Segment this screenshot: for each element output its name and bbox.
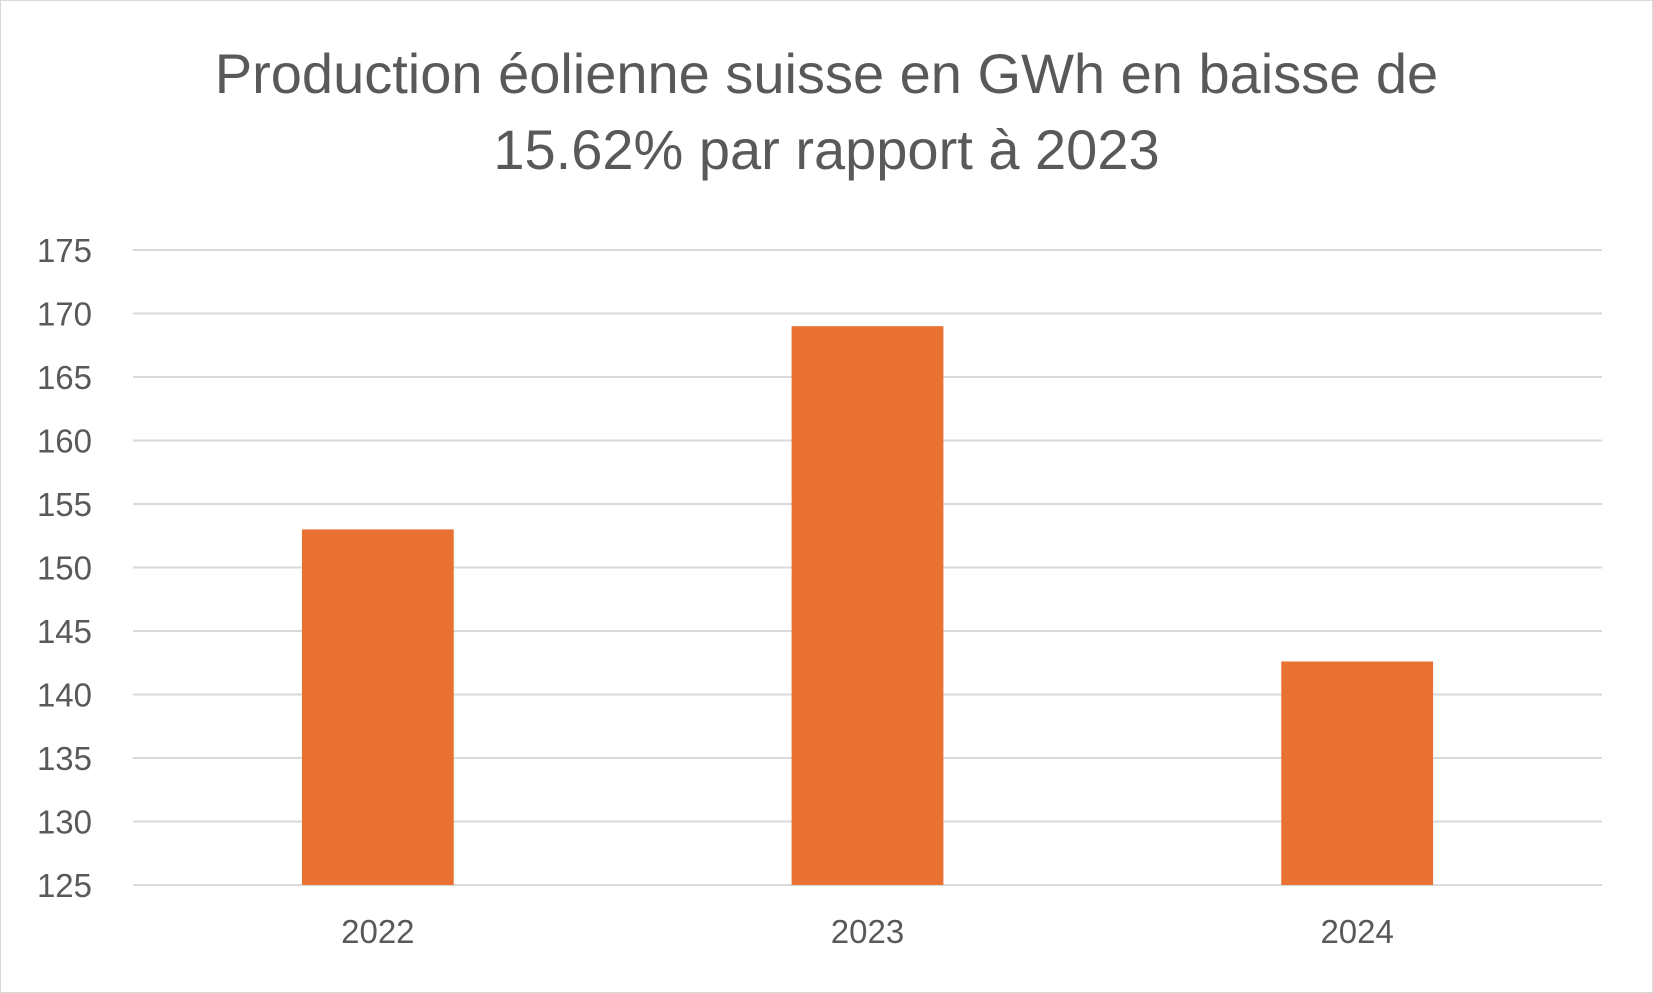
chart-title-line-2: 15.62% par rapport à 2023 (493, 118, 1160, 181)
y-tick-label-135: 135 (37, 740, 92, 777)
chart-title: Production éolienne suisse en GWh en bai… (0, 36, 1653, 188)
y-tick-label-160: 160 (37, 423, 92, 460)
y-tick-label-150: 150 (37, 550, 92, 587)
y-tick-label-140: 140 (37, 677, 92, 714)
y-tick-label-125: 125 (37, 867, 92, 904)
bars (301, 326, 1434, 885)
y-tick-label-165: 165 (37, 359, 92, 396)
x-tick-label-2022: 2022 (341, 913, 414, 950)
x-tick-label-2023: 2023 (831, 913, 904, 950)
bar-2022 (301, 529, 454, 885)
y-axis-tick-labels: 125 130 135 140 145 150 155 160 165 170 175 (37, 232, 92, 904)
y-tick-label-130: 130 (37, 804, 92, 841)
chart-title-line-1: Production éolienne suisse en GWh en bai… (214, 42, 1439, 105)
y-tick-label-145: 145 (37, 613, 92, 650)
y-tick-label-155: 155 (37, 486, 92, 523)
y-tick-label-170: 170 (37, 296, 92, 333)
bar-2024 (1281, 661, 1434, 885)
x-axis-tick-labels: 2022 2023 2024 (341, 913, 1394, 950)
bar-2023 (791, 326, 944, 885)
y-tick-label-175: 175 (37, 232, 92, 269)
x-tick-label-2024: 2024 (1320, 913, 1393, 950)
